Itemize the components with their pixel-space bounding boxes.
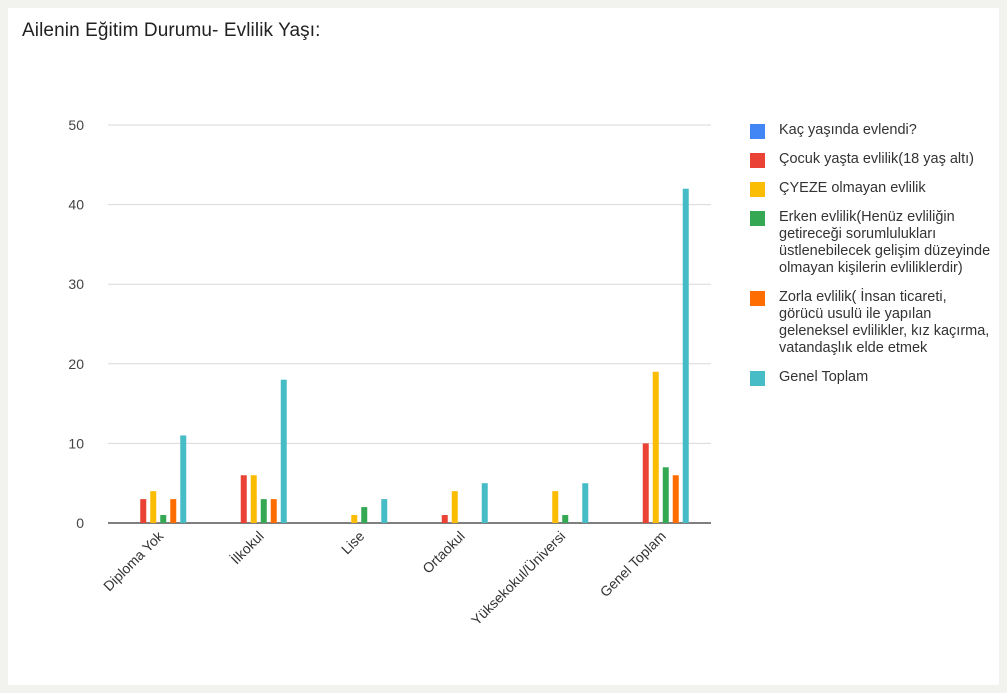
legend-item[interactable]: Genel Toplam [750,369,995,386]
legend-swatch [750,371,765,386]
bar[interactable] [481,483,488,523]
legend-item[interactable]: ÇYEZE olmayan evlilik [750,180,995,197]
legend-item[interactable]: Kaç yaşında evlendi? [750,122,995,139]
bar[interactable] [351,515,358,523]
bar[interactable] [240,475,247,523]
bars [140,188,689,523]
x-tick-label: Genel Toplam [597,528,669,600]
y-tick-label: 20 [68,356,84,372]
bar[interactable] [160,515,167,523]
legend-swatch [750,211,765,226]
y-axis-ticks: 0 10 20 30 40 50 [68,117,84,531]
legend-label: Çocuk yaşta evlilik(18 yaş altı) [779,151,975,167]
bar[interactable] [361,507,368,523]
legend-label: Kaç yaşında evlendi? [779,122,917,138]
x-tick-label: Lise [338,528,368,558]
y-tick-label: 0 [76,515,84,531]
bar[interactable] [642,443,649,523]
legend-swatch [750,182,765,197]
x-tick-label: Diploma Yok [100,527,167,594]
bar-chart: 0 10 20 30 40 50 Diploma Yok İlkokul Lise Ortaok… [68,117,711,628]
legend-swatch [750,291,765,306]
gridlines [108,124,711,524]
x-axis-ticks: Diploma Yok İlkokul Lise Ortaokul Yüksekokul… [100,527,669,628]
bar[interactable] [140,499,147,523]
bar[interactable] [441,515,448,523]
y-tick-label: 50 [68,117,84,133]
x-tick-label: İlkokul [227,527,267,567]
legend-item[interactable]: Erken evlilik(Henüz evliliğin getireceği… [750,209,995,277]
legend-item[interactable]: Çocuk yaşta evlilik(18 yaş altı) [750,151,995,168]
chart-title: Ailenin Eğitim Durumu- Evlilik Yaşı: [22,20,321,41]
bar[interactable] [682,188,689,523]
bar[interactable] [280,379,287,523]
bar[interactable] [250,475,257,523]
chart-card: Ailenin Eğitim Durumu- Evlilik Yaşı: 0 10… [8,8,999,685]
y-tick-label: 30 [68,276,84,292]
legend-item[interactable]: Zorla evlilik( İnsan ticareti, görücü us… [750,289,995,357]
bar[interactable] [270,499,277,523]
legend-swatch [750,124,765,139]
legend: Kaç yaşında evlendi? Çocuk yaşta evlilik(… [750,122,995,398]
x-tick-label: Yüksekokul/Üniversi [467,527,568,628]
bar[interactable] [672,475,679,523]
y-tick-label: 40 [68,197,84,213]
bar[interactable] [562,515,569,523]
legend-label: Erken evlilik(Henüz evliliğin getireceği… [779,209,991,276]
legend-label: Zorla evlilik( İnsan ticareti, görücü us… [779,289,990,356]
bar[interactable] [652,371,659,523]
bar[interactable] [582,483,589,523]
legend-label: Genel Toplam [779,369,869,385]
bar[interactable] [552,491,559,523]
bar[interactable] [260,499,267,523]
bar[interactable] [381,499,388,523]
bar[interactable] [662,467,669,523]
y-tick-label: 10 [68,435,84,451]
legend-label: ÇYEZE olmayan evlilik [779,180,926,196]
bar[interactable] [451,491,458,523]
bar[interactable] [180,435,187,523]
bar[interactable] [150,491,157,523]
x-tick-label: Ortaokul [419,528,468,577]
bar[interactable] [170,499,177,523]
legend-swatch [750,153,765,168]
